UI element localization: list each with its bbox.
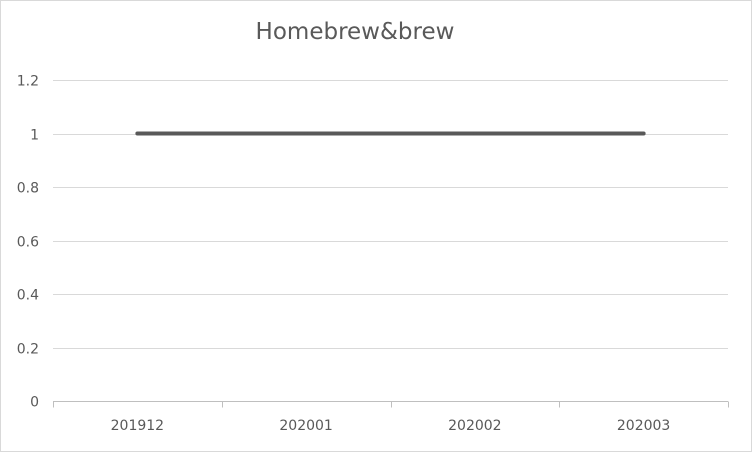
data-point xyxy=(304,132,308,135)
y-tick-label: 0.8 xyxy=(17,181,39,197)
data-point xyxy=(135,132,139,135)
y-tick-label: 0.6 xyxy=(17,235,39,251)
y-tick-label: 0.2 xyxy=(17,342,39,358)
x-tick-label: 202001 xyxy=(279,418,332,434)
y-tick-label: 0.4 xyxy=(17,288,39,304)
data-point xyxy=(473,132,477,135)
y-tick-label: 1 xyxy=(30,128,39,144)
x-tick-label: 201912 xyxy=(111,418,164,434)
x-tick-label: 202002 xyxy=(448,418,501,434)
chart-title: Homebrew&brew xyxy=(255,19,455,45)
data-point xyxy=(642,132,646,135)
y-tick-label: 1.2 xyxy=(17,74,39,90)
y-tick-label: 0 xyxy=(30,395,39,411)
x-tick-label: 202003 xyxy=(617,418,670,434)
